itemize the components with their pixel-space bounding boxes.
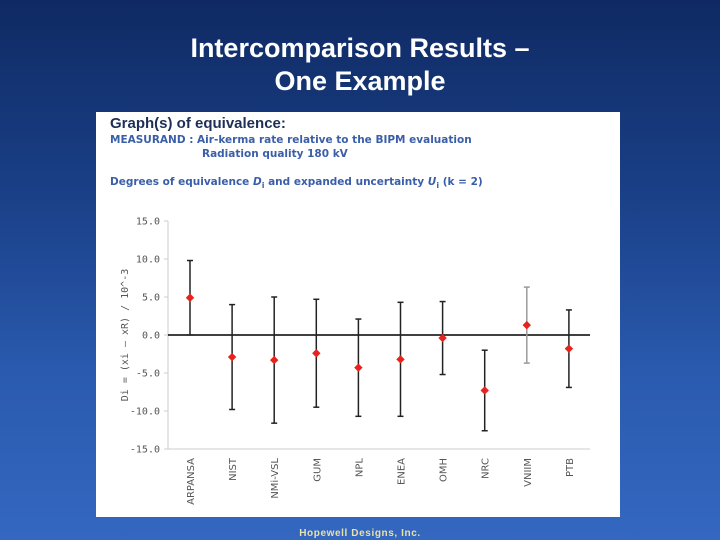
degrees-sub-i-2: i — [436, 181, 440, 191]
equivalence-chart: 15.0 10.0 5.0 0.0 -5.0 -10.0 -15.0 Di = (xi – x… — [120, 217, 590, 505]
x-category-label: PTB — [565, 458, 576, 477]
data-point — [522, 320, 531, 330]
data-point — [354, 363, 363, 372]
y-tick-label: 15.0 — [136, 217, 160, 228]
data-point — [396, 355, 405, 364]
y-tick-label: -5.0 — [136, 369, 160, 380]
x-category-label: NRC — [481, 458, 492, 479]
measurand-text: MEASURAND : Air-kerma rate relative to t… — [110, 134, 472, 146]
footer-credit: Hopewell Designs, Inc. — [299, 528, 421, 539]
y-tick-label: 0.0 — [142, 331, 160, 342]
degrees-d: D — [252, 176, 262, 188]
radiation-quality-text: Radiation quality 180 kV — [202, 148, 348, 160]
degrees-prefix: Degrees of equivalence — [110, 176, 253, 188]
data-point — [227, 352, 237, 362]
degrees-suffix: (k = 2) — [439, 176, 483, 188]
panel-heading: Graph(s) of equivalence: — [110, 115, 286, 132]
x-category-label: GUM — [312, 458, 323, 482]
y-tick-label: -10.0 — [130, 407, 160, 418]
slide-title: Intercomparison Results – One Example — [0, 32, 720, 98]
y-axis-label: Di = (xi – xR) / 10^-3 — [120, 269, 131, 401]
degrees-of-equivalence-text: Degrees of equivalence Di and expanded u… — [110, 176, 483, 190]
y-tick-label: -15.0 — [130, 445, 160, 456]
x-category-label: ARPANSA — [186, 458, 197, 505]
x-category-label: NMi-VSL — [270, 458, 281, 499]
y-tick-label: 5.0 — [142, 293, 160, 304]
data-point — [438, 333, 447, 343]
data-point — [312, 349, 321, 358]
y-tick-label: 10.0 — [136, 255, 160, 266]
data-point — [270, 355, 279, 365]
x-category-label: VNIIM — [523, 458, 534, 487]
degrees-middle: and expanded uncertainty — [264, 176, 428, 188]
data-point — [480, 386, 489, 395]
data-point — [185, 293, 195, 302]
data-point — [564, 344, 574, 353]
degrees-sub-i: i — [261, 181, 265, 191]
chart-panel: Graph(s) of equivalence: MEASURAND : Air… — [96, 112, 620, 517]
degrees-u: U — [427, 176, 437, 188]
x-category-label: NIST — [228, 457, 239, 481]
x-category-label: NPL — [354, 458, 365, 478]
slide-title-line1: Intercomparison Results – — [190, 33, 530, 63]
x-category-label: OMH — [439, 458, 450, 482]
slide-title-line2: One Example — [274, 66, 446, 96]
x-category-label: ENEA — [397, 458, 408, 485]
